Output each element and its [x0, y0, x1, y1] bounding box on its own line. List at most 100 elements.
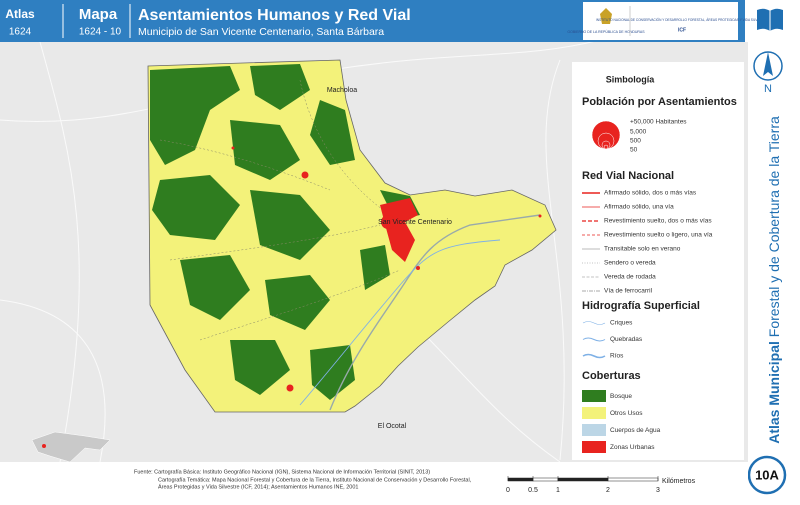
bg-line	[0, 299, 106, 463]
river	[299, 239, 501, 406]
logo-text: ICF	[678, 27, 686, 33]
bg-line	[39, 41, 80, 463]
logo-text: INSTITUTO NACIONAL DE CONSERVACIÓN Y DES…	[596, 17, 768, 22]
atlas-label: Atlas	[5, 7, 35, 21]
source-line: Áreas Protegidas y Vida Silvestre (ICF, …	[158, 483, 358, 490]
forest	[152, 175, 240, 240]
population-symbol	[603, 144, 609, 150]
settlement	[416, 266, 420, 270]
source-line: Cartografía Temática: Mapa Nacional Fore…	[158, 477, 472, 483]
legend-heading: Red Vial Nacional	[582, 170, 674, 182]
population-label: 50	[630, 147, 638, 154]
hydro-symbol	[582, 321, 606, 325]
road-label: Revestimiento suelto o ligero, una vía	[604, 232, 713, 239]
forest	[250, 64, 310, 110]
map-number: 1624 - 10	[79, 27, 122, 38]
scale-label: 3	[656, 487, 660, 494]
forest	[310, 100, 355, 165]
road-label: Vía de ferrocarril	[604, 288, 653, 295]
population-label: 5,000	[630, 129, 647, 136]
legend-heading: Coberturas	[582, 370, 641, 382]
forest	[150, 66, 240, 165]
map-label: Mapa	[79, 6, 118, 23]
forest	[360, 245, 390, 290]
cover-label: Bosque	[610, 393, 632, 400]
settlement	[538, 214, 542, 218]
population-label: +50,000 Habitantes	[630, 119, 687, 126]
road-label: Afirmado sólido, dos o más vías	[604, 190, 697, 197]
north-label: N	[764, 83, 772, 95]
page-badge	[747, 455, 787, 495]
settlement	[381, 215, 395, 229]
hydro-label: Ríos	[610, 353, 624, 360]
map-subtitle: Municipio de San Vicente Centenario, San…	[138, 26, 384, 38]
forest-patches	[150, 64, 420, 400]
scale-bar: 0 0.5 1 2 3	[506, 476, 660, 494]
hydro-symbol	[582, 353, 606, 359]
atlas-number: 1624	[9, 27, 32, 38]
road-label: Afirmado sólido, una vía	[604, 204, 674, 211]
scale-label: 2	[606, 487, 610, 494]
scale-label: 0.5	[528, 487, 538, 494]
hydro-label: Quebradas	[610, 336, 643, 343]
cover-swatch	[582, 407, 606, 419]
hydro-symbol	[582, 337, 606, 342]
cover-label: Cuerpos de Agua	[610, 427, 661, 434]
forest	[265, 275, 330, 330]
logo-text: GOBIERNO DE LA REPÚBLICA DE HONDURAS	[567, 30, 645, 34]
place-label: Macholoa	[327, 87, 357, 94]
forest	[250, 190, 330, 260]
population-symbols	[591, 120, 621, 150]
road-label: Revestimiento suelto, dos o más vías	[604, 218, 712, 225]
trail	[159, 139, 331, 191]
settlement	[231, 146, 235, 150]
scale-segment	[507, 477, 534, 482]
trail	[299, 79, 391, 216]
page-number: 10A	[755, 467, 779, 482]
paths	[159, 79, 401, 341]
trail	[169, 224, 381, 261]
scale-unit: Kilómetros	[662, 478, 696, 485]
legend-title: Simbología	[606, 74, 655, 84]
hydro-label: Criques	[610, 320, 633, 327]
road-label: Sendero o vereda	[604, 260, 656, 267]
logo-emblem	[600, 8, 612, 24]
scale-segment	[532, 477, 559, 482]
legend-heading: Hidrografía Superficial	[582, 300, 700, 312]
place-label: El Ocotal	[378, 423, 407, 430]
settlements	[231, 146, 542, 392]
legend-heading: Población por Asentamientos	[582, 96, 737, 108]
inset-location	[42, 444, 46, 448]
forest	[310, 345, 355, 400]
trail	[199, 269, 401, 341]
atlas-subtitle: Forestal y de Cobertura de la Tierra	[766, 116, 782, 337]
cover-label: Otros Usos	[610, 410, 643, 417]
inset-map	[31, 431, 111, 463]
map-title: Asentamientos Humanos y Red Vial	[138, 7, 411, 24]
source-line: Fuente: Cartografía Básica: Instituto Ge…	[134, 469, 430, 475]
atlas-title: Atlas Municipal	[766, 341, 782, 444]
atlas-vertical-title: Atlas Municipal Forestal y de Cobertura …	[766, 116, 782, 444]
scale-segment	[607, 477, 659, 482]
settlement	[301, 171, 309, 179]
main-road	[329, 214, 541, 411]
north-arrow	[763, 52, 773, 76]
scale-label: 0	[506, 487, 510, 494]
forest	[230, 340, 290, 395]
road-label: Transitable solo en verano	[604, 246, 681, 253]
road-label: Vereda de rodada	[604, 274, 656, 281]
forest	[180, 255, 250, 320]
urban-area	[380, 198, 418, 262]
cover-swatch	[582, 390, 606, 402]
forest	[230, 120, 300, 180]
cover-swatch	[582, 441, 606, 453]
cover-label: Zonas Urbanas	[610, 444, 655, 451]
place-label: San Vicente Centenario	[378, 219, 452, 226]
settlement	[286, 384, 294, 392]
scale-label: 1	[556, 487, 560, 494]
legend-items: +50,000 Habitantes 5,000 500 50 Afirmado sól…	[582, 119, 713, 453]
population-label: 500	[630, 138, 641, 145]
cover-swatch	[582, 424, 606, 436]
bg-line	[419, 329, 561, 463]
scale-segment	[557, 477, 609, 482]
